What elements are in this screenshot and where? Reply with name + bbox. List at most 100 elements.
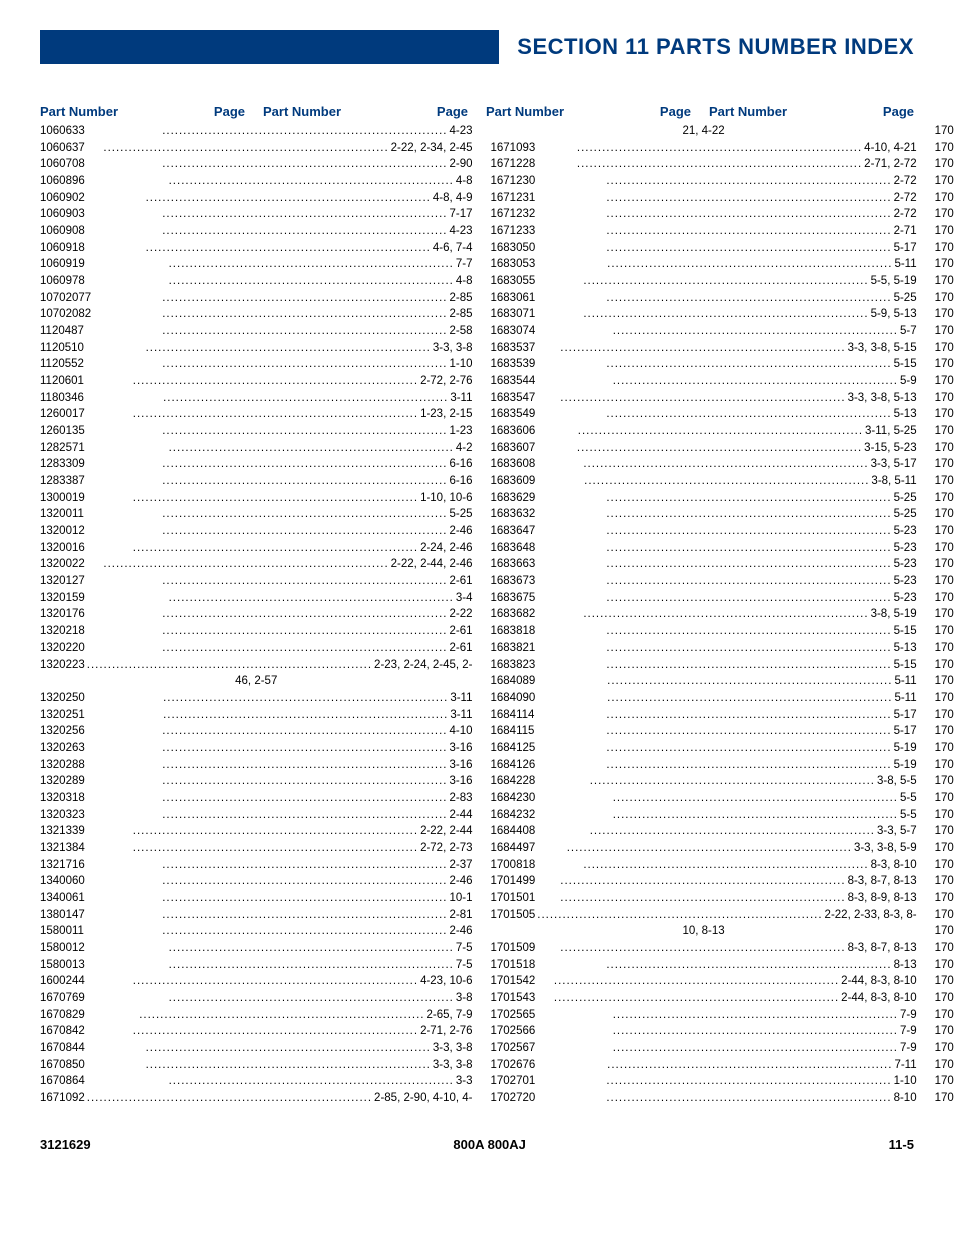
index-entry: 1700818.................................…	[491, 857, 917, 874]
part-number: 1120552	[40, 356, 84, 373]
page-ref: 3-4	[456, 590, 473, 607]
index-entry: 1703925.................................…	[935, 523, 954, 540]
part-number: 1320159	[40, 590, 85, 607]
part-number: 1671233	[491, 223, 536, 240]
leader-dots: ........................................…	[85, 1023, 420, 1040]
page-ref: 7-5	[456, 940, 473, 957]
leader-dots: ........................................…	[534, 723, 893, 740]
part-number: 1703175	[935, 340, 954, 357]
leader-dots: ........................................…	[535, 473, 871, 490]
leader-dots: ........................................…	[85, 490, 420, 507]
part-number: 1703943	[935, 690, 954, 707]
part-number: 1683539	[491, 356, 536, 373]
index-entry: 1320218.................................…	[40, 623, 473, 640]
page-ref: 2-72, 2-73	[420, 840, 472, 857]
page-ref: 3-3	[456, 1073, 473, 1090]
leader-dots: ........................................…	[91, 290, 449, 307]
part-number: 1320251	[40, 707, 85, 724]
part-number: 1320223	[40, 657, 85, 674]
leader-dots: ........................................…	[85, 523, 450, 540]
part-number: 1703938	[935, 623, 954, 640]
index-entry: 10702082................................…	[40, 306, 473, 323]
part-number: 1703960	[935, 857, 954, 874]
index-entry: 1684125.................................…	[491, 740, 917, 757]
index-entry: 1320011.................................…	[40, 506, 473, 523]
leader-dots: ........................................…	[535, 640, 893, 657]
part-number: 1703797	[935, 406, 954, 423]
index-entry: 1704001.................................…	[935, 973, 954, 990]
index-entry: 1684232.................................…	[491, 807, 917, 824]
index-column: 1702773.................................…	[935, 123, 954, 1107]
leader-dots: ........................................…	[535, 573, 893, 590]
leader-dots: ........................................…	[91, 306, 449, 323]
part-number: 1704885	[935, 1073, 954, 1090]
leader-dots: ........................................…	[535, 940, 847, 957]
part-number: 1580012	[40, 940, 85, 957]
index-entry: 1683663.................................…	[491, 556, 917, 573]
index-entry: 1703805.................................…	[935, 440, 954, 457]
part-number: 1683648	[491, 540, 536, 557]
page-ref: 5-11	[894, 690, 916, 707]
page-ref: 5-5	[900, 790, 917, 807]
index-entry: 1683608.................................…	[491, 456, 917, 473]
part-number: 1683663	[491, 556, 536, 573]
leader-dots: ........................................…	[84, 390, 450, 407]
index-entry: 1703959.................................…	[935, 840, 954, 857]
index-entry: 1683549.................................…	[491, 406, 917, 423]
part-number: 1671230	[491, 173, 536, 190]
page-ref: 3-11, 5-25	[865, 423, 917, 440]
part-number: 1703927	[935, 556, 954, 573]
page-ref: 2-44	[449, 807, 472, 824]
index-entry: 1704271.................................…	[935, 1007, 954, 1024]
index-entry: 1703797.................................…	[935, 406, 954, 423]
part-number: 1701501	[491, 890, 536, 907]
index-entry: 1703984.................................…	[935, 940, 954, 957]
leader-dots: ........................................…	[534, 707, 893, 724]
index-entry: 1702962.................................…	[935, 306, 954, 323]
part-number: 1703950	[935, 790, 954, 807]
index-entry: 1320288.................................…	[40, 757, 473, 774]
part-number: 1684115	[491, 723, 535, 740]
section-title: SECTION 11 PARTS NUMBER INDEX	[499, 34, 914, 60]
page-ref: 3-8, 5-11	[871, 473, 916, 490]
page-ref: 5-23	[894, 573, 917, 590]
index-entry: 1060908.................................…	[40, 223, 473, 240]
leader-dots: ........................................…	[85, 990, 456, 1007]
page-ref: 2-72	[894, 190, 917, 207]
part-number: 1703948	[935, 757, 954, 774]
index-entry: 1684126.................................…	[491, 757, 917, 774]
leader-dots: ........................................…	[85, 940, 456, 957]
part-number: 1702938	[935, 206, 954, 223]
part-number: 1703944	[935, 707, 954, 724]
index-entry: 1683050.................................…	[491, 240, 917, 257]
part-number: 1703773	[935, 390, 954, 407]
leader-dots: ........................................…	[535, 140, 864, 157]
index-entry: 1120510.................................…	[40, 340, 473, 357]
index-entry: 1703162.................................…	[935, 323, 954, 340]
part-number: 1580011	[40, 923, 84, 940]
page-ref: 2-22, 2-44	[420, 823, 472, 840]
page-ref: 3-8	[456, 990, 473, 1007]
part-number: 1684125	[491, 740, 536, 757]
page-ref: 5-23	[894, 556, 917, 573]
index-entry: 1283309.................................…	[40, 456, 473, 473]
leader-dots: ........................................…	[535, 356, 893, 373]
page-ref: 2-61	[449, 573, 472, 590]
index-entry: 1671228.................................…	[491, 156, 917, 173]
part-number: 1320022	[40, 556, 85, 573]
index-column: 1060633.................................…	[40, 123, 473, 1107]
part-number: 1684230	[491, 790, 536, 807]
page-ref: 3-3, 3-8, 5-9	[854, 840, 917, 857]
leader-dots: ........................................…	[535, 807, 900, 824]
page-ref: 3-3, 3-8, 5-13	[848, 390, 917, 407]
index-entry: 1683629.................................…	[491, 490, 917, 507]
part-number: 1703804	[935, 423, 954, 440]
header-page: Page	[883, 104, 914, 119]
index-entry: 1580011.................................…	[40, 923, 473, 940]
part-number: 1683673	[491, 573, 536, 590]
index-entry: 1340060.................................…	[40, 873, 473, 890]
part-number: 1683823	[491, 657, 536, 674]
leader-dots: ........................................…	[535, 456, 870, 473]
part-number: 1060978	[40, 273, 85, 290]
part-number: 1320288	[40, 757, 85, 774]
